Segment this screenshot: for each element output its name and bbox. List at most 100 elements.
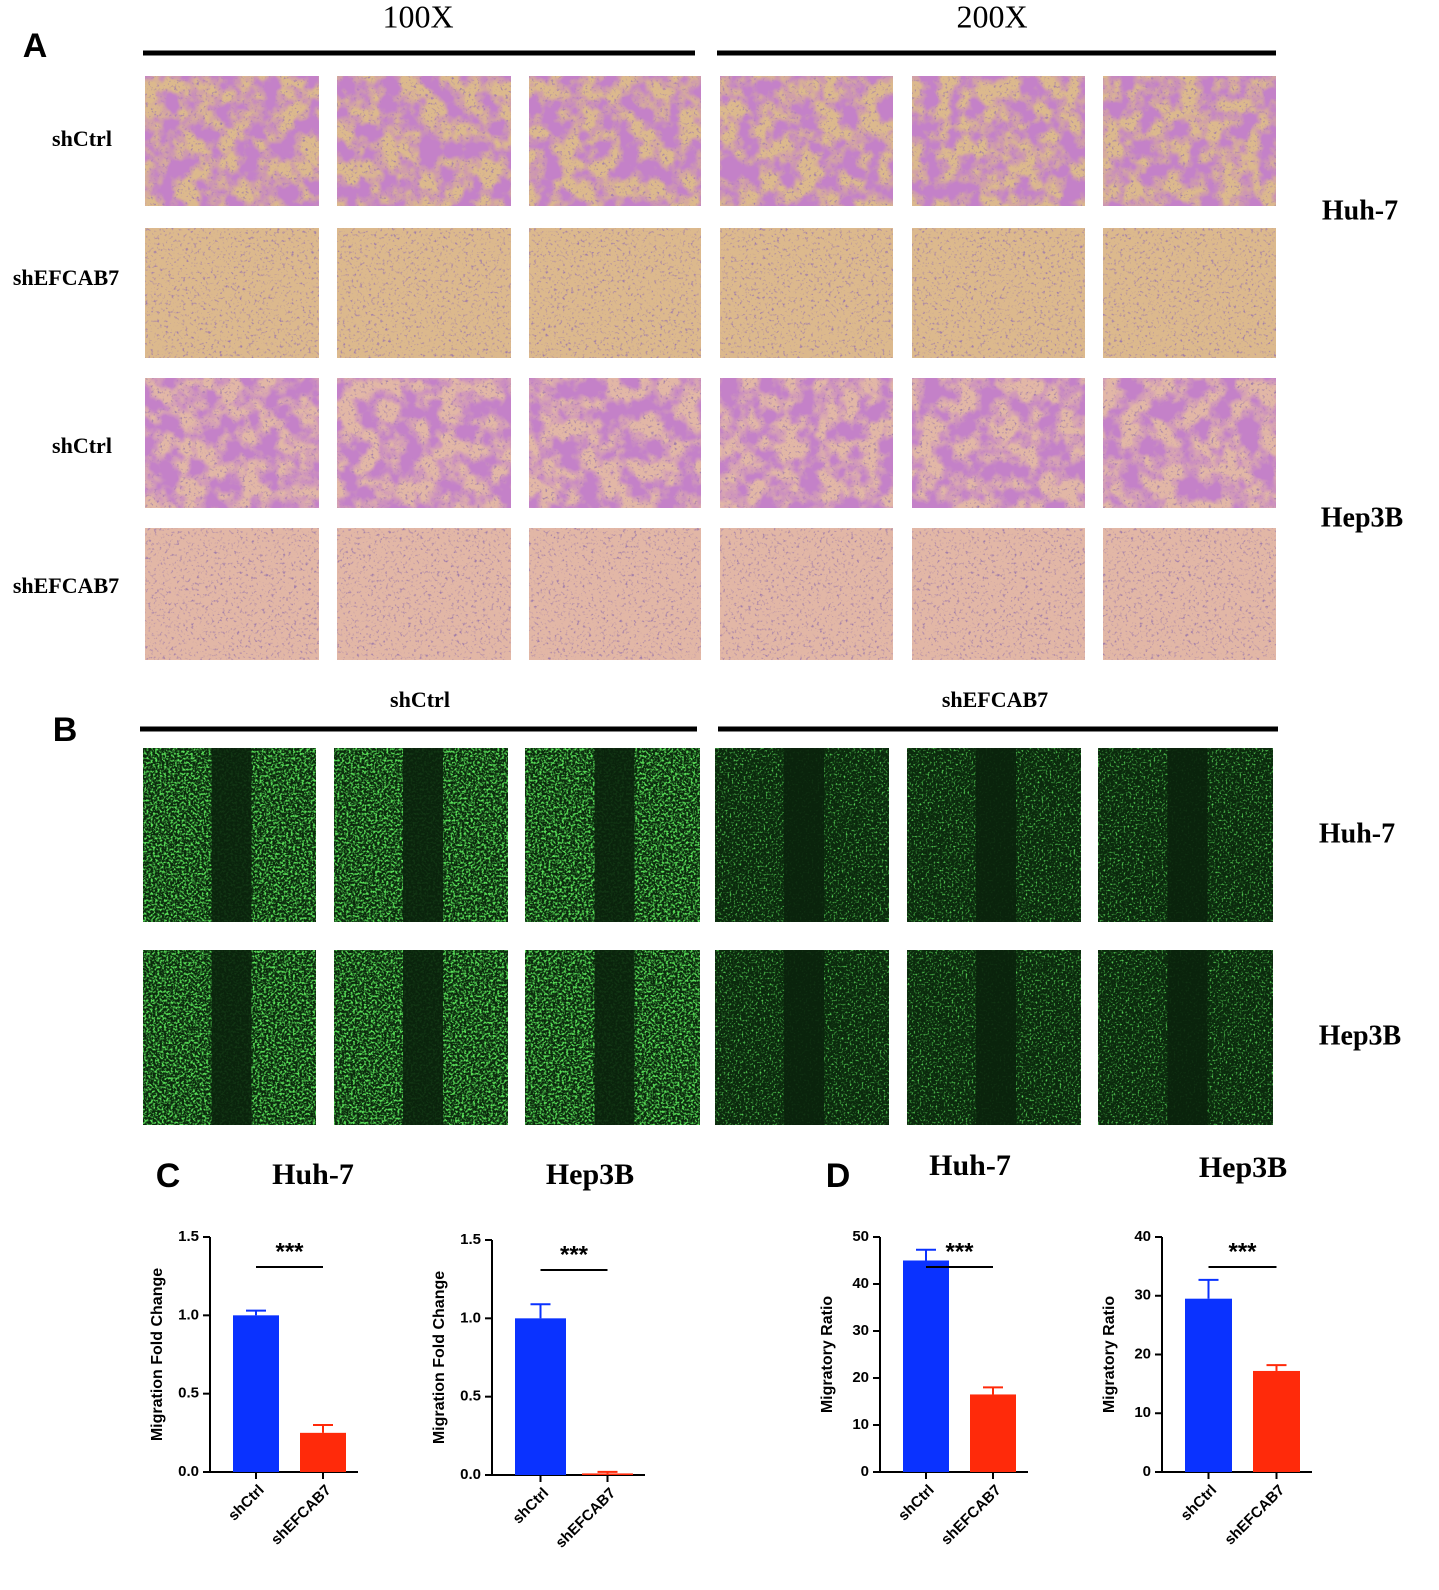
panel-label: D xyxy=(826,1157,851,1195)
stain xyxy=(145,528,319,660)
bar xyxy=(515,1318,566,1475)
stain xyxy=(1103,528,1276,660)
x-tick-label: shCtrl xyxy=(895,1482,938,1525)
wound-gap xyxy=(594,950,635,1125)
significance: *** xyxy=(560,1241,589,1268)
wound-gap xyxy=(594,748,635,922)
chart-title: Hep3B xyxy=(1199,1151,1287,1184)
cell-line-label: Hep3B xyxy=(1319,1020,1401,1051)
chart-title: Huh-7 xyxy=(272,1158,354,1191)
significance: *** xyxy=(1228,1238,1257,1265)
y-tick-label: 20 xyxy=(852,1369,869,1386)
cell-line-label: Huh-7 xyxy=(1322,195,1398,226)
x-tick-label: shCtrl xyxy=(1177,1482,1220,1525)
stain xyxy=(720,228,893,358)
y-tick-label: 40 xyxy=(1134,1228,1151,1245)
wound-gap xyxy=(403,748,443,922)
y-tick-label: 1.5 xyxy=(178,1228,199,1245)
y-tick-label: 10 xyxy=(1134,1404,1151,1421)
stain xyxy=(529,76,701,206)
bar xyxy=(970,1394,1016,1472)
stain xyxy=(337,228,511,358)
x-tick-label: shEFCAB7 xyxy=(268,1482,335,1549)
stain xyxy=(912,528,1085,660)
stain xyxy=(337,76,511,206)
y-axis-label: Migratory Ratio xyxy=(819,1296,836,1414)
chart-title: Hep3B xyxy=(546,1158,634,1191)
magnification: 100X xyxy=(382,0,453,34)
chart-title: Huh-7 xyxy=(929,1149,1011,1182)
bar xyxy=(903,1260,949,1472)
row-label: shEFCAB7 xyxy=(13,265,119,290)
y-axis-label: Migration Fold Change xyxy=(149,1268,166,1441)
y-tick-label: 1.0 xyxy=(178,1306,199,1323)
significance: *** xyxy=(945,1238,974,1265)
panel-label: B xyxy=(53,711,78,749)
bar xyxy=(300,1432,346,1472)
y-tick-label: 20 xyxy=(1134,1345,1151,1362)
x-tick-label: shCtrl xyxy=(509,1485,552,1528)
bar xyxy=(582,1473,633,1475)
stain xyxy=(912,76,1085,206)
cell-line-label: Huh-7 xyxy=(1319,818,1395,849)
stain xyxy=(337,378,511,508)
y-tick-label: 0.5 xyxy=(460,1388,481,1405)
stain xyxy=(145,76,319,206)
y-tick-label: 0.0 xyxy=(460,1466,481,1483)
y-axis-label: Migratory Ratio xyxy=(1101,1296,1118,1414)
stain xyxy=(1103,228,1276,358)
y-tick-label: 0.0 xyxy=(178,1463,199,1480)
stain xyxy=(529,378,701,508)
stain xyxy=(1103,76,1276,206)
wound-gap xyxy=(976,950,1016,1125)
wound-gap xyxy=(784,748,824,922)
y-tick-label: 1.5 xyxy=(460,1231,481,1248)
y-tick-label: 30 xyxy=(852,1322,869,1339)
stain xyxy=(145,228,319,358)
y-tick-label: 0.5 xyxy=(178,1385,199,1402)
x-tick-label: shCtrl xyxy=(225,1482,268,1525)
y-axis-label: Migration Fold Change xyxy=(431,1271,448,1444)
wound-gap xyxy=(1167,950,1208,1125)
stain xyxy=(912,378,1085,508)
wound-gap xyxy=(211,748,252,922)
cell-line-label: Hep3B xyxy=(1321,502,1403,533)
panel-label: A xyxy=(23,27,48,65)
stain xyxy=(529,228,701,358)
stain xyxy=(1103,378,1276,508)
wound-gap xyxy=(1167,748,1208,922)
y-tick-label: 50 xyxy=(852,1228,869,1245)
magnification: 200X xyxy=(956,0,1027,34)
significance: *** xyxy=(275,1238,304,1265)
y-tick-label: 0 xyxy=(861,1463,869,1480)
panel-label: C xyxy=(156,1157,181,1195)
stain xyxy=(912,228,1085,358)
y-tick-label: 30 xyxy=(1134,1287,1151,1304)
stain xyxy=(529,528,701,660)
stain xyxy=(145,378,319,508)
y-tick-label: 10 xyxy=(852,1416,869,1433)
y-tick-label: 0 xyxy=(1143,1463,1151,1480)
bar xyxy=(1185,1298,1232,1472)
y-tick-label: 40 xyxy=(852,1275,869,1292)
wound-gap xyxy=(403,950,443,1125)
row-label: shCtrl xyxy=(52,126,112,151)
group-label: shCtrl xyxy=(390,687,450,712)
x-tick-label: shEFCAB7 xyxy=(1221,1482,1288,1549)
stain xyxy=(720,378,893,508)
group-label: shEFCAB7 xyxy=(942,687,1048,712)
wound-gap xyxy=(976,748,1016,922)
y-tick-label: 1.0 xyxy=(460,1309,481,1326)
x-tick-label: shEFCAB7 xyxy=(552,1485,619,1552)
bar xyxy=(233,1315,279,1472)
bar xyxy=(1253,1370,1300,1472)
stain xyxy=(720,528,893,660)
row-label: shEFCAB7 xyxy=(13,573,119,598)
wound-gap xyxy=(784,950,824,1125)
x-tick-label: shEFCAB7 xyxy=(938,1482,1005,1549)
stain xyxy=(337,528,511,660)
wound-gap xyxy=(211,950,252,1125)
row-label: shCtrl xyxy=(52,433,112,458)
stain xyxy=(720,76,893,206)
